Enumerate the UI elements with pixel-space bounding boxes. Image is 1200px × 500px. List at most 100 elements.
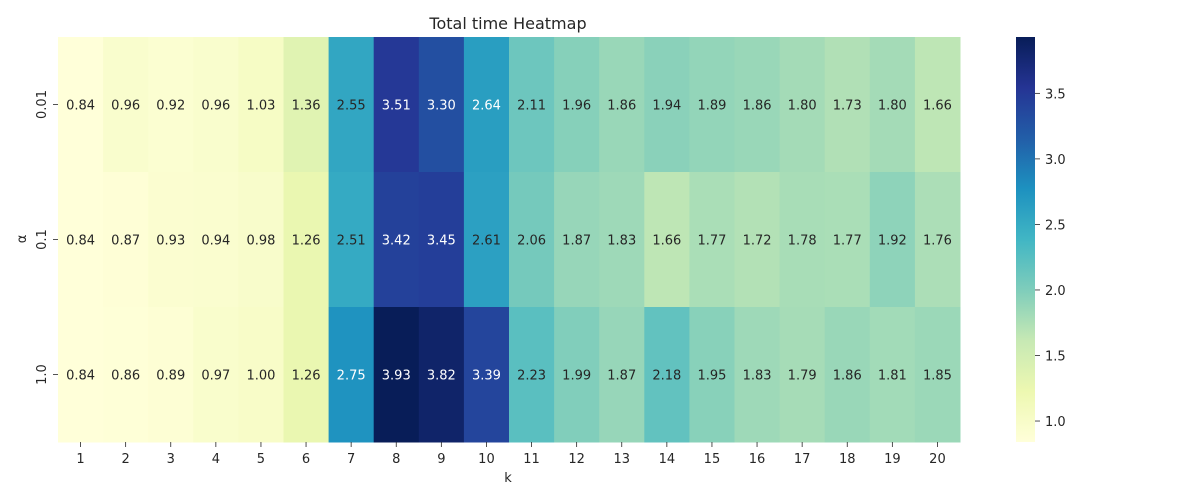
heatmap-cell — [644, 172, 690, 308]
x-tick-label: 11 — [523, 452, 540, 467]
heatmap-cell-label: 2.11 — [517, 99, 546, 114]
heatmap-cell-label: 1.00 — [246, 369, 275, 384]
heatmap-cell-label: 1.77 — [697, 234, 726, 249]
heatmap-cell — [148, 37, 194, 173]
x-tick-label: 3 — [167, 452, 175, 467]
heatmap-cell — [599, 37, 645, 173]
heatmap-cell-label: 1.87 — [607, 369, 636, 384]
colorbar-tick-label: 2.0 — [1045, 284, 1066, 299]
heatmap-cell-label: 3.30 — [427, 99, 456, 114]
heatmap-cell — [824, 307, 871, 443]
heatmap-cell — [373, 172, 420, 308]
heatmap-cell-label: 1.96 — [562, 99, 591, 114]
heatmap-cell-label: 1.26 — [292, 234, 321, 249]
heatmap-cell-label: 2.61 — [472, 234, 501, 249]
heatmap-cell-label: 1.66 — [923, 99, 952, 114]
heatmap-cell — [734, 307, 781, 443]
x-axis-ticks: 1 2 3 4 5 6 7 8 9 10 11 12 13 14 15 16 17 18 19 20 — [76, 442, 946, 467]
heatmap-cell — [914, 37, 961, 173]
x-tick-label: 10 — [478, 452, 495, 467]
heatmap-cell-label: 1.89 — [697, 99, 726, 114]
heatmap-cell-label: 2.64 — [472, 99, 501, 114]
heatmap-cell-label: 0.96 — [111, 99, 140, 114]
heatmap-cell-label: 1.79 — [788, 369, 817, 384]
heatmap-cell — [509, 307, 555, 443]
heatmap-cell-label: 1.85 — [923, 369, 952, 384]
heatmap-cell — [193, 172, 239, 308]
heatmap-cell — [779, 37, 826, 173]
colorbar-ticks: 1.0 1.5 2.0 2.5 3.0 3.5 — [1035, 87, 1066, 430]
heatmap-cell-label: 1.81 — [878, 369, 907, 384]
heatmap-cell — [58, 307, 104, 443]
heatmap-cell — [373, 307, 420, 443]
y-axis-label: α — [15, 235, 30, 244]
heatmap-cell-label: 1.86 — [607, 99, 636, 114]
heatmap-cell — [644, 307, 690, 443]
heatmap-cell-label: 1.36 — [292, 99, 321, 114]
heatmap-cell-label: 3.82 — [427, 369, 456, 384]
heatmap-cell-label: 3.93 — [382, 369, 411, 384]
colorbar-tick-label: 2.5 — [1045, 218, 1066, 233]
heatmap-cell — [418, 37, 465, 173]
heatmap-cell-label: 1.83 — [607, 234, 636, 249]
heatmap-cell-label: 1.86 — [743, 99, 772, 114]
heatmap-cell — [463, 307, 510, 443]
heatmap-cell — [103, 307, 149, 443]
heatmap-cell — [869, 37, 916, 173]
x-tick-label: 13 — [613, 452, 630, 467]
x-tick-label: 9 — [437, 452, 445, 467]
colorbar-tick-label: 3.0 — [1045, 153, 1066, 168]
heatmap-cell — [554, 37, 600, 173]
heatmap-cell — [238, 37, 284, 173]
heatmap-cell-label: 0.84 — [66, 234, 95, 249]
x-tick-label: 14 — [659, 452, 676, 467]
heatmap-cell — [328, 172, 375, 308]
heatmap-cell — [463, 37, 510, 173]
heatmap-cell-label: 0.96 — [201, 99, 230, 114]
heatmap-cell — [418, 172, 465, 308]
colorbar-tick-label: 3.5 — [1045, 87, 1066, 102]
heatmap-cell-label: 3.39 — [472, 369, 501, 384]
heatmap-cell — [914, 307, 961, 443]
heatmap-cell — [599, 307, 645, 443]
heatmap-cell — [238, 307, 284, 443]
heatmap-cell-label: 1.26 — [292, 369, 321, 384]
heatmap-cell-label: 1.92 — [878, 234, 907, 249]
heatmap-cell-label: 1.73 — [833, 99, 862, 114]
x-tick-label: 7 — [347, 452, 355, 467]
heatmap-cell-label: 1.03 — [246, 99, 275, 114]
x-tick-label: 16 — [749, 452, 766, 467]
heatmap-cell — [58, 172, 104, 308]
heatmap-cell-label: 0.89 — [156, 369, 185, 384]
heatmap-cell-label: 0.93 — [156, 234, 185, 249]
heatmap-cell-label: 1.83 — [743, 369, 772, 384]
heatmap-cell-label: 1.80 — [788, 99, 817, 114]
colorbar: 1.0 1.5 2.0 2.5 3.0 3.5 — [1016, 37, 1066, 442]
heatmap-cell — [644, 37, 690, 173]
x-tick-label: 12 — [568, 452, 585, 467]
x-tick-label: 2 — [122, 452, 130, 467]
heatmap-cell-label: 1.94 — [652, 99, 681, 114]
colorbar-tick-label: 1.5 — [1045, 349, 1066, 364]
heatmap-cell-label: 1.72 — [743, 234, 772, 249]
x-tick-label: 17 — [794, 452, 811, 467]
heatmap-cell-label: 1.99 — [562, 369, 591, 384]
heatmap-cell — [824, 37, 871, 173]
heatmap-cell — [554, 172, 600, 308]
x-tick-label: 4 — [212, 452, 220, 467]
heatmap-cell — [599, 172, 645, 308]
colorbar-tick-label: 1.0 — [1045, 415, 1066, 430]
heatmap-cell — [283, 172, 330, 308]
heatmap-cell-label: 0.97 — [201, 369, 230, 384]
heatmap-cell — [103, 172, 149, 308]
heatmap-cell — [734, 37, 781, 173]
heatmap-cell — [689, 172, 735, 308]
heatmap-cell-label: 3.45 — [427, 234, 456, 249]
heatmap-cell — [328, 37, 375, 173]
heatmap-cell-label: 1.66 — [652, 234, 681, 249]
heatmap-cell — [103, 37, 149, 173]
heatmap-cell — [509, 172, 555, 308]
heatmap-cell-label: 3.42 — [382, 234, 411, 249]
heatmap-cell — [463, 172, 510, 308]
